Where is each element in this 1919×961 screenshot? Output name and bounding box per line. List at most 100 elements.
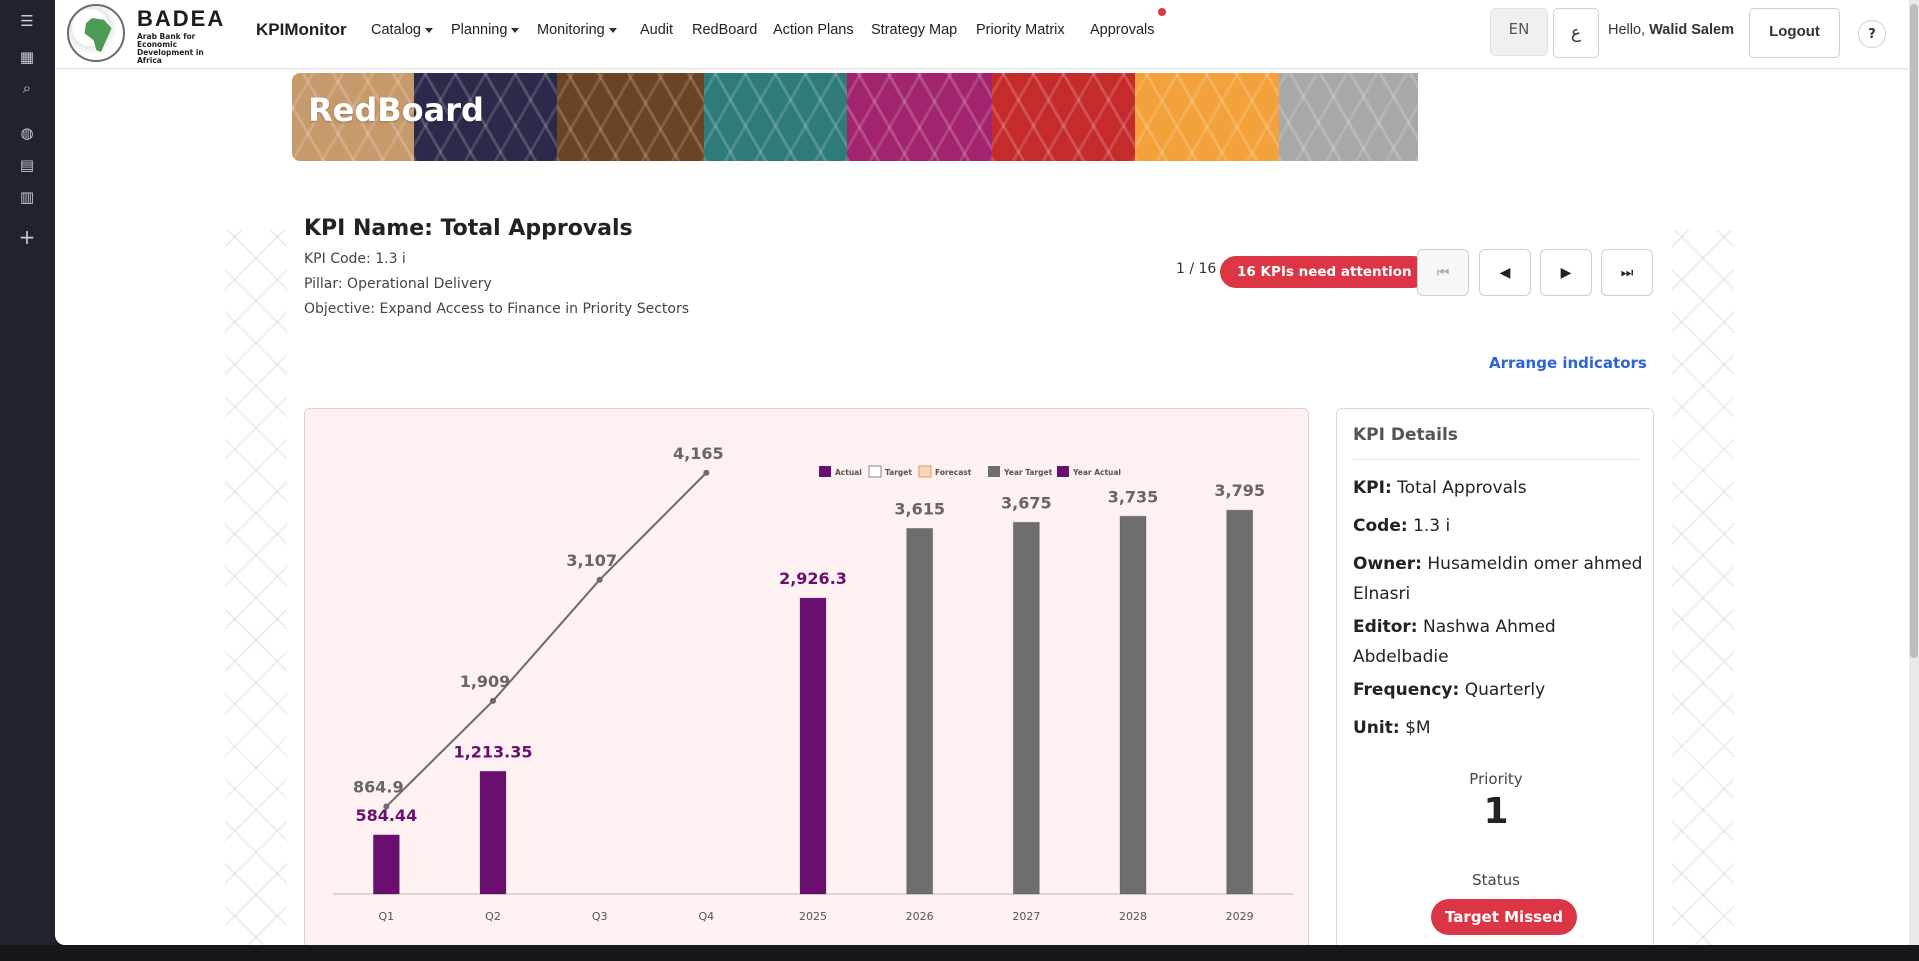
nav-item-action-plans[interactable]: Action Plans	[773, 22, 854, 38]
kpi-details-panel: KPI Details KPI: Total Approvals Code: 1.…	[1336, 408, 1654, 945]
x-tick-label: 2025	[799, 910, 827, 923]
target-point	[596, 576, 603, 583]
x-tick-label: Q3	[592, 910, 608, 923]
detail-label: Owner:	[1353, 554, 1422, 574]
kpi-code: KPI Code: 1.3 i	[304, 251, 406, 267]
next-button[interactable]: ▶	[1540, 249, 1592, 296]
data-label: 1,213.35	[454, 742, 533, 761]
brand-name[interactable]: KPIMonitor	[256, 20, 347, 39]
data-label: 3,795	[1214, 481, 1265, 500]
document-icon[interactable]: ▥	[19, 188, 35, 206]
grid-icon[interactable]: ▦	[19, 48, 35, 66]
kpi-chart: Actual Target Forecast Year Target Year Actu…	[333, 444, 1293, 923]
x-tick-label: 2026	[906, 910, 934, 923]
search-doc-icon[interactable]: ⌕	[22, 79, 32, 97]
detail-row-editor: Editor: Nashwa Ahmed Abdelbadie	[1353, 612, 1643, 672]
user-greeting: Hello, Walid Salem	[1608, 22, 1734, 38]
x-tick-label: 2029	[1226, 910, 1254, 923]
menu-icon[interactable]: ☰	[20, 12, 34, 30]
redboard-banner: RedBoard	[292, 73, 1668, 161]
left-rail: ☰ ▦ ⌕ ◍ ▤ ▥ +	[0, 0, 55, 945]
detail-label: Code:	[1353, 516, 1408, 536]
logo-subtitle: Arab Bank for Economic Development in Af…	[137, 32, 204, 65]
detail-row-owner: Owner: Husameldin omer ahmed Elnasri	[1353, 549, 1643, 609]
banner-title: RedBoard	[308, 91, 484, 129]
logo[interactable]: BADEA Arab Bank for Economic Development…	[67, 4, 243, 65]
divider	[1353, 459, 1639, 460]
legend-swatch	[918, 465, 932, 478]
legend-label: Year Target	[1003, 468, 1053, 477]
kpi-title: KPI Name: Total Approvals	[304, 216, 633, 241]
legend-label: Actual	[835, 468, 862, 477]
target-data-label: 4,165	[673, 444, 724, 463]
nav-item-approvals[interactable]: Approvals	[1090, 22, 1154, 38]
globe-icon[interactable]: ◍	[20, 124, 34, 142]
target-line	[385, 472, 708, 808]
taskbar-strip	[0, 945, 1919, 961]
detail-row-frequency: Frequency: Quarterly	[1353, 675, 1643, 705]
decorative-pattern-right	[1672, 230, 1734, 945]
arrange-indicators-link[interactable]: Arrange indicators	[1489, 354, 1647, 372]
nav-item-planning[interactable]: Planning	[451, 22, 520, 38]
nav-item-catalog[interactable]: Catalog	[371, 22, 433, 38]
priority-value: 1	[1483, 791, 1509, 832]
detail-value: $M	[1405, 718, 1431, 738]
data-label: 3,735	[1108, 487, 1159, 506]
kpi-pillar: Pillar: Operational Delivery	[304, 276, 492, 292]
navbar: BADEA Arab Bank for Economic Development…	[55, 0, 1909, 69]
banner-pattern-band	[847, 73, 992, 161]
detail-value: Quarterly	[1464, 680, 1546, 700]
target-point	[703, 469, 710, 476]
nav-item-label: Catalog	[371, 22, 421, 38]
arabic-language-button[interactable]: ع	[1553, 8, 1599, 58]
legend-swatch	[868, 465, 882, 478]
book-icon[interactable]: ▤	[19, 156, 35, 174]
nav-item-redboard[interactable]: RedBoard	[692, 22, 757, 38]
legend-swatch	[988, 466, 1000, 477]
bar-year-target	[906, 527, 934, 895]
detail-row-unit: Unit: $M	[1353, 713, 1643, 743]
app-window: BADEA Arab Bank for Economic Development…	[55, 0, 1909, 945]
target-data-label: 1,909	[460, 672, 511, 691]
last-button[interactable]: ⏭	[1601, 249, 1653, 296]
banner-pattern-band	[414, 73, 557, 161]
next-icon: ▶	[1560, 264, 1572, 281]
attention-badge[interactable]: 16 KPIs need attention	[1220, 256, 1429, 288]
x-tick-label: 2027	[1012, 910, 1040, 923]
scrollbar[interactable]	[1909, 0, 1919, 945]
nav-item-priority-matrix[interactable]: Priority Matrix	[976, 22, 1065, 38]
banner-pattern-band	[1135, 73, 1279, 161]
detail-value: 1.3 i	[1413, 516, 1451, 536]
nav-item-audit[interactable]: Audit	[640, 22, 673, 38]
help-button[interactable]: ?	[1858, 20, 1886, 48]
banner-pattern-band	[992, 73, 1135, 161]
scrollbar-thumb[interactable]	[1910, 4, 1918, 658]
previous-button[interactable]: ◀	[1479, 249, 1531, 296]
x-tick-label: Q2	[485, 910, 501, 923]
priority-label: Priority	[1469, 770, 1523, 788]
legend-label: Year Actual	[1072, 468, 1121, 477]
logo-word: BADEA	[137, 6, 226, 31]
legend-label: Forecast	[935, 468, 972, 477]
banner-pattern-band	[704, 73, 847, 161]
bar-actual	[479, 770, 507, 895]
bar-year-target	[1226, 509, 1254, 895]
nav-item-monitoring[interactable]: Monitoring	[537, 22, 617, 38]
detail-label: Unit:	[1353, 718, 1400, 738]
detail-value: Husameldin omer ahmed Elnasri	[1353, 554, 1643, 604]
logout-button[interactable]: Logout	[1749, 8, 1840, 58]
nav-item-label: Monitoring	[537, 22, 605, 38]
detail-row-code: Code: 1.3 i	[1353, 511, 1643, 541]
nav-item-strategy-map[interactable]: Strategy Map	[871, 22, 957, 38]
language-button[interactable]: EN	[1490, 8, 1548, 56]
nav-item-label: Approvals	[1090, 22, 1155, 38]
nav-item-label: RedBoard	[692, 22, 758, 38]
target-point	[490, 697, 496, 704]
skip-last-icon: ⏭	[1620, 264, 1634, 281]
nav-item-label: Priority Matrix	[976, 22, 1065, 38]
add-icon[interactable]: +	[18, 225, 36, 249]
first-button[interactable]: ⏮	[1417, 249, 1469, 296]
x-tick-label: Q1	[378, 910, 394, 923]
details-title: KPI Details	[1353, 425, 1458, 445]
bar-actual	[372, 834, 400, 895]
